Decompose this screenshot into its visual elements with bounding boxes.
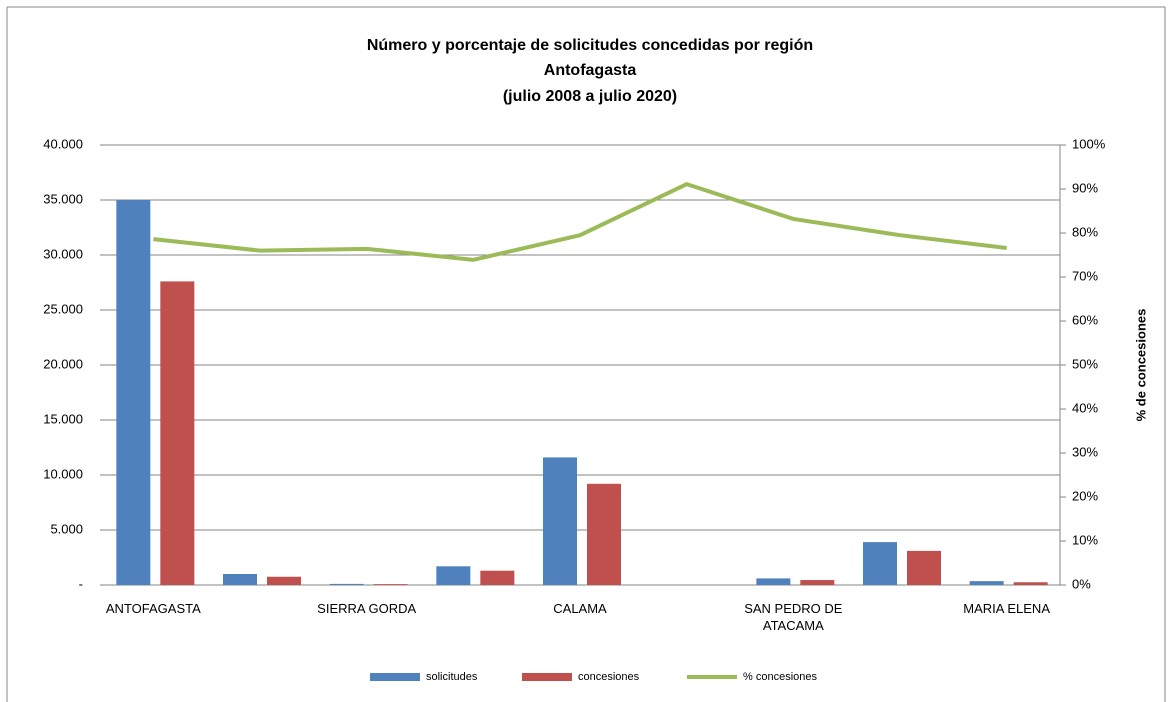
line xyxy=(153,182,1007,262)
x-tick-label: MARIA ELENA xyxy=(963,601,1050,616)
bar xyxy=(329,583,364,585)
chart-title: (julio 2008 a julio 2020) xyxy=(503,88,677,105)
x-tick-label: SIERRA GORDA xyxy=(317,601,417,616)
y2-tick-label: 50% xyxy=(1072,356,1098,371)
y2-tick-label: 20% xyxy=(1072,488,1098,503)
bar xyxy=(267,576,301,585)
y2-tick-label: 90% xyxy=(1072,180,1098,195)
y-tick-label: 5.000 xyxy=(50,521,83,536)
y-tick-label: 10.000 xyxy=(43,466,83,481)
bar xyxy=(373,584,408,585)
y-tick-label: 40.000 xyxy=(43,136,83,151)
y2-tick-label: 0% xyxy=(1072,576,1091,591)
bar xyxy=(1013,582,1048,585)
y-tick-label: 20.000 xyxy=(43,356,83,371)
y2-tick-label: 100% xyxy=(1072,136,1106,151)
bar xyxy=(587,483,621,585)
y2-tick-label: 80% xyxy=(1072,224,1098,239)
y2-tick-label: 40% xyxy=(1072,400,1098,415)
legend-swatch xyxy=(370,673,420,681)
chart-title: Número y porcentaje de solicitudes conce… xyxy=(367,37,813,54)
bar xyxy=(480,570,515,585)
y-tick-label: 25.000 xyxy=(43,301,83,316)
y-tick-label: 35.000 xyxy=(43,191,83,206)
chart-title: Antofagasta xyxy=(544,62,637,79)
bar xyxy=(907,550,941,585)
bar xyxy=(223,574,257,585)
bar xyxy=(116,200,151,585)
x-tick-label: SAN PEDRO DE ATACAMA xyxy=(744,601,843,633)
y2-tick-label: 10% xyxy=(1072,532,1098,547)
y2-tick-label: 70% xyxy=(1072,268,1098,283)
legend-label: concesiones xyxy=(578,671,640,683)
y-tick-label: - xyxy=(79,576,83,591)
y-tick-label: 15.000 xyxy=(43,411,83,426)
bar xyxy=(756,578,791,585)
legend-label: % concesiones xyxy=(743,671,817,683)
legend-label: solicitudes xyxy=(426,671,478,683)
bar xyxy=(969,581,1004,585)
bar xyxy=(800,580,835,585)
y2-axis-title: % de concesiones xyxy=(1133,309,1148,422)
y2-tick-label: 60% xyxy=(1072,312,1098,327)
bar xyxy=(160,281,195,585)
legend-swatch xyxy=(522,673,572,681)
bar xyxy=(436,566,471,585)
y-tick-label: 30.000 xyxy=(43,246,83,261)
x-tick-label: ANTOFAGASTA xyxy=(105,601,201,616)
bar xyxy=(543,457,577,585)
x-tick-label: CALAMA xyxy=(553,601,607,616)
y2-tick-label: 30% xyxy=(1072,444,1098,459)
bar xyxy=(863,542,897,585)
